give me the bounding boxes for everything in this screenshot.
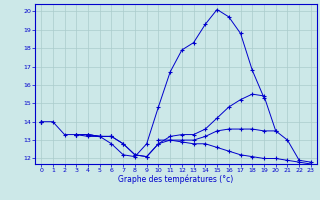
X-axis label: Graphe des températures (°c): Graphe des températures (°c): [118, 175, 234, 184]
